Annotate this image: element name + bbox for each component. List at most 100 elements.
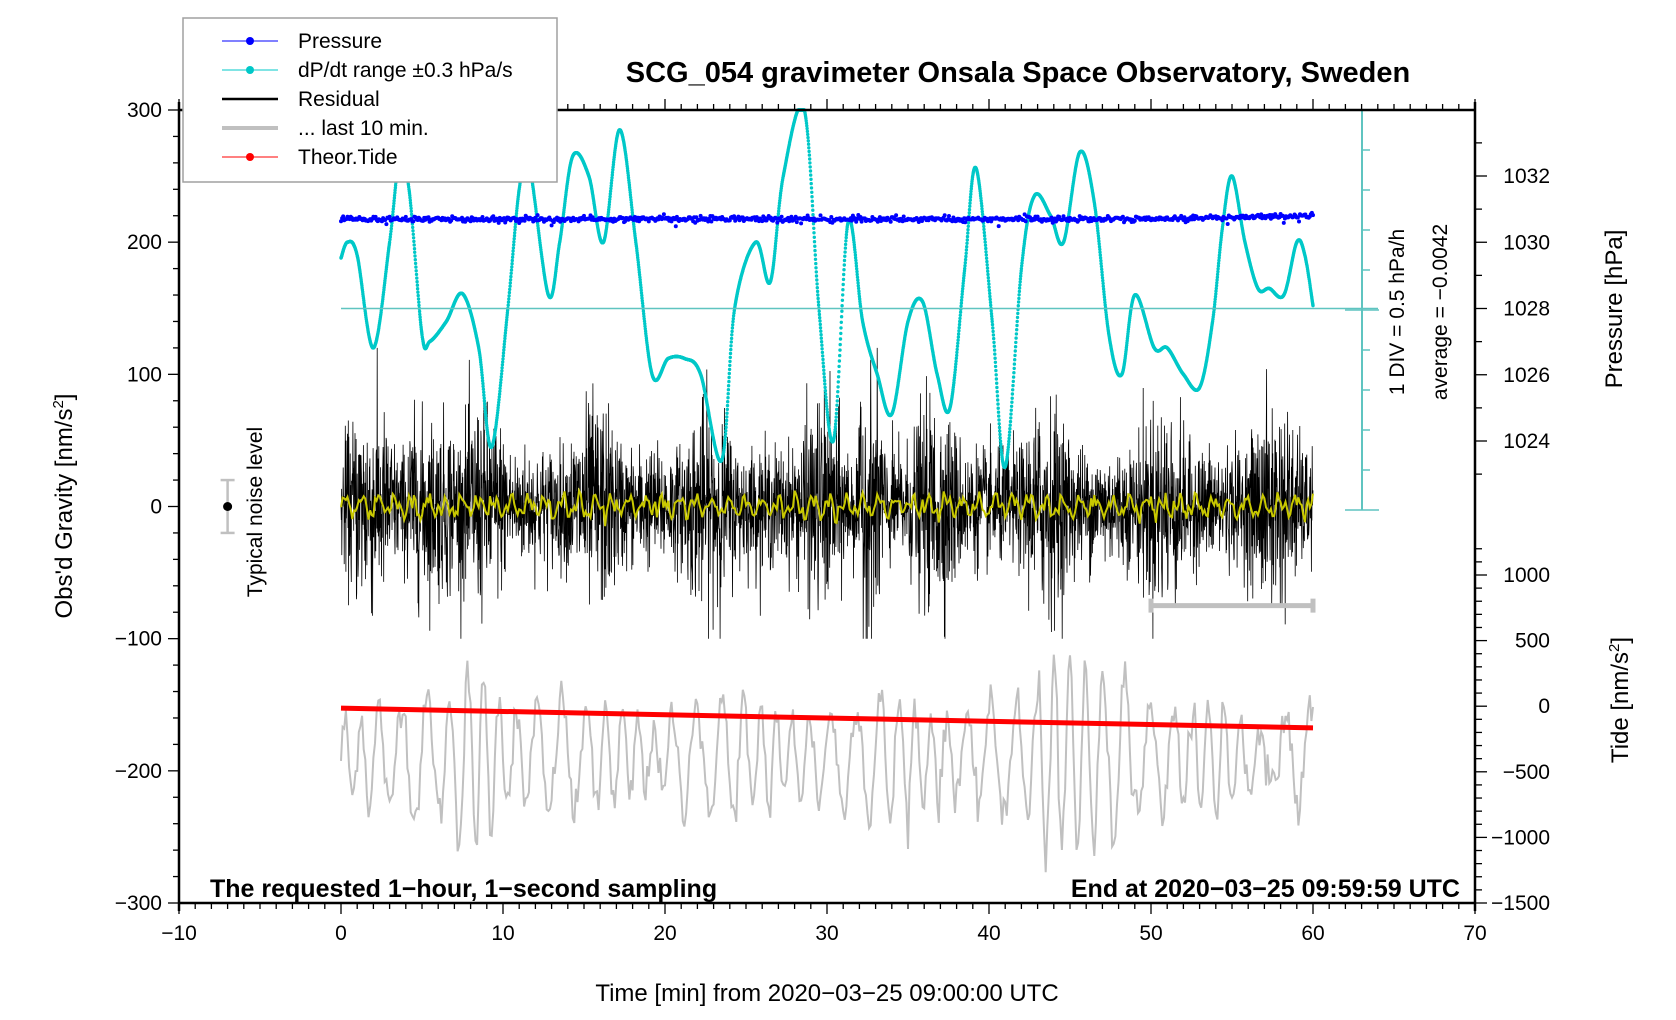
dpdt-point	[724, 418, 729, 423]
dpdt-point	[1216, 267, 1220, 271]
dpdt-point	[498, 386, 502, 391]
dpdt-point	[1013, 345, 1018, 349]
dpdt-point	[834, 415, 838, 419]
dpdt-point	[833, 428, 837, 432]
dpdt-point	[480, 373, 484, 377]
dpdt-point	[1020, 261, 1024, 265]
dpdt-point	[776, 212, 781, 216]
dpdt-point	[984, 250, 988, 254]
dpdt-point	[982, 230, 986, 235]
dpdt-point	[856, 284, 860, 288]
dpdt-point	[1095, 221, 1099, 225]
dpdt-point	[1097, 236, 1101, 241]
dpdt-point	[510, 258, 514, 263]
dpdt-point	[990, 319, 994, 324]
dpdt-point	[821, 364, 826, 369]
pressure-point	[661, 212, 666, 217]
dpdt-point	[987, 288, 992, 293]
pressure-point	[901, 214, 906, 219]
dpdt-point	[629, 203, 634, 207]
dpdt-point	[511, 252, 515, 256]
pressure-point	[709, 219, 714, 224]
dpdt-point	[1016, 304, 1020, 308]
dpdt-point	[1215, 275, 1220, 279]
y-axis-tide-title: Tide [nm/s2]	[1606, 637, 1634, 763]
dpdt-point	[773, 246, 777, 251]
pressure-point	[888, 219, 893, 224]
dpdt-point	[500, 369, 504, 373]
dpdt-point	[483, 407, 487, 412]
dpdt-point	[989, 303, 993, 307]
pressure-point	[341, 214, 346, 219]
div-scale-label: 1 DIV = 0.5 hPa/h	[1386, 229, 1409, 395]
dpdt-point	[508, 284, 512, 288]
dpdt-point	[1010, 392, 1015, 396]
dpdt-point	[812, 235, 816, 239]
dpdt-point	[855, 275, 860, 279]
dpdt-point	[995, 381, 999, 385]
dpdt-point	[1011, 379, 1015, 384]
dpdt-point	[499, 375, 503, 379]
dpdt-point	[838, 342, 842, 347]
dpdt-point	[1013, 358, 1017, 362]
dpdt-point	[607, 200, 612, 204]
dpdt-point	[994, 373, 998, 377]
dpdt-point	[408, 198, 412, 202]
dpdt-point	[813, 244, 817, 248]
dpdt-point	[958, 310, 963, 314]
pressure-point	[779, 214, 784, 219]
dpdt-point	[512, 237, 516, 241]
dpdt-point	[966, 224, 970, 228]
dpdt-point	[629, 200, 633, 205]
dpdt-point	[415, 276, 419, 280]
dpdt-point	[989, 312, 994, 316]
dpdt-point	[1100, 276, 1105, 280]
dpdt-point	[814, 270, 818, 274]
dpdt-point	[731, 319, 735, 324]
dpdt-point	[988, 300, 993, 305]
dpdt-point	[1017, 296, 1021, 301]
dpdt-point	[1100, 267, 1104, 271]
x-tick-label: 0	[335, 922, 347, 945]
dpdt-point	[1101, 287, 1106, 291]
dpdt-point	[807, 146, 811, 150]
dpdt-point	[856, 286, 861, 291]
dpdt-point	[816, 293, 820, 297]
legend-item: ... last 10 min.	[222, 117, 429, 140]
dpdt-point	[993, 352, 997, 356]
dpdt-point	[730, 326, 735, 330]
dpdt-point	[482, 396, 486, 400]
dpdt-point	[1017, 289, 1022, 294]
dpdt-point	[809, 173, 813, 177]
pressure-point	[1224, 216, 1229, 221]
dpdt-point	[836, 385, 840, 389]
dpdt-point	[1012, 362, 1017, 366]
dpdt-point	[957, 329, 961, 333]
dpdt-point	[725, 411, 729, 415]
dpdt-point	[983, 237, 987, 241]
y-left-tick-label: 100	[127, 363, 162, 386]
dpdt-point	[642, 317, 646, 321]
dpdt-point	[813, 253, 817, 257]
dpdt-point	[508, 281, 512, 285]
dpdt-point	[961, 284, 965, 288]
dpdt-point	[501, 360, 505, 364]
dpdt-point	[954, 362, 958, 366]
dpdt-point	[993, 360, 998, 364]
dpdt-point	[1012, 371, 1016, 375]
dpdt-point	[1020, 256, 1025, 260]
dpdt-point	[1011, 375, 1016, 379]
dpdt-point	[824, 401, 829, 406]
dpdt-point	[1102, 295, 1107, 299]
dpdt-point	[725, 403, 730, 408]
dpdt-point	[986, 276, 990, 280]
dpdt-point	[959, 304, 963, 308]
dpdt-point	[841, 293, 845, 297]
dpdt-point	[810, 204, 815, 208]
y-left-tick-label: 0	[150, 496, 162, 519]
dpdt-point	[509, 268, 514, 272]
dpdt-point	[820, 343, 824, 347]
dpdt-point	[1099, 261, 1103, 266]
dpdt-point	[504, 323, 508, 327]
pressure-points	[339, 210, 1315, 229]
